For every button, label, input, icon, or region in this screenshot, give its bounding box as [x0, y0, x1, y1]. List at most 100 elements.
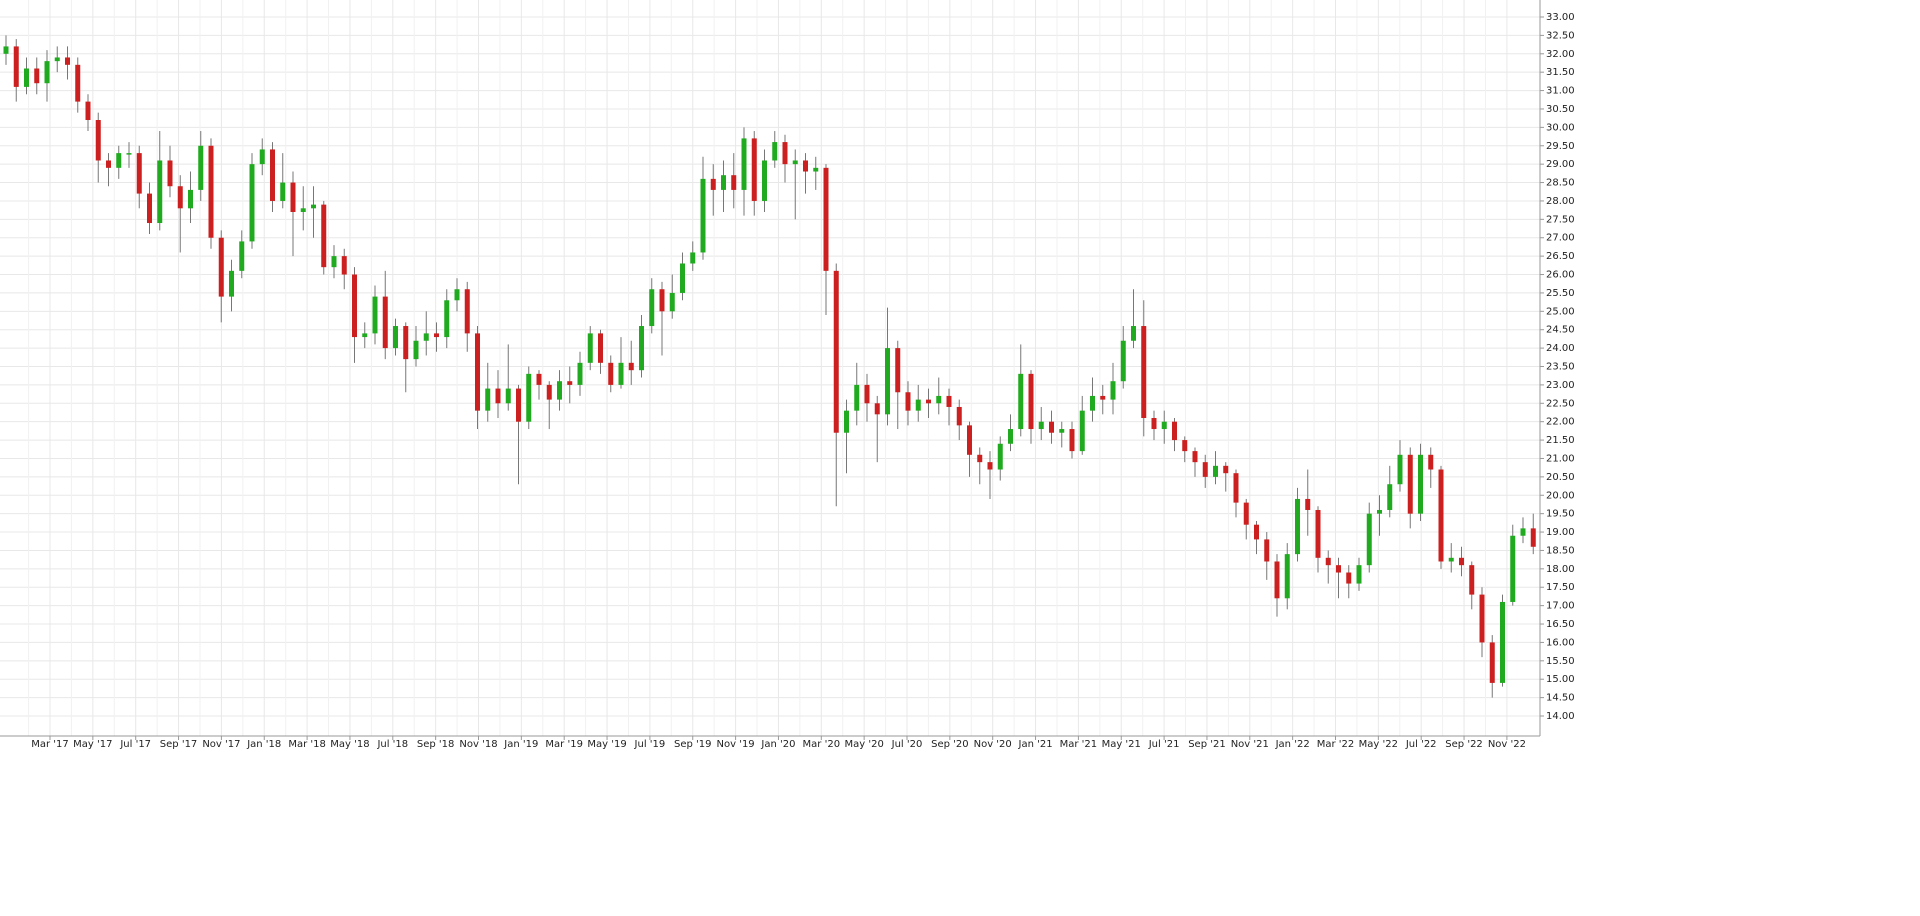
- y-tick-label: 17.50: [1546, 582, 1575, 593]
- candle-body: [321, 204, 327, 268]
- candle-body: [669, 292, 675, 312]
- candle-body: [403, 326, 409, 360]
- candle-body: [229, 270, 234, 297]
- y-tick-label: 30.50: [1546, 104, 1575, 115]
- candle-body: [1418, 454, 1423, 514]
- x-tick-label: May '17: [73, 739, 112, 750]
- y-tick-label: 32.50: [1546, 30, 1575, 41]
- candle-body: [1182, 440, 1188, 452]
- candle-body: [495, 388, 501, 404]
- candle-body: [967, 425, 972, 455]
- x-tick-label: Nov '19: [717, 739, 755, 750]
- candle-body: [157, 160, 163, 224]
- x-tick-label: Mar '18: [288, 739, 326, 750]
- candle-body: [65, 57, 70, 65]
- x-tick-label: Jul '21: [1148, 739, 1180, 750]
- candle-body: [311, 204, 316, 209]
- y-tick-label: 25.00: [1546, 306, 1575, 317]
- candle-body: [1213, 465, 1218, 477]
- y-tick-label: 21.50: [1546, 435, 1575, 446]
- candle-body: [557, 381, 562, 400]
- x-tick-label: Nov '18: [459, 739, 497, 750]
- candle-body: [393, 326, 398, 349]
- candle-body: [516, 388, 521, 422]
- candle-body: [1510, 535, 1516, 602]
- candle-body: [762, 160, 767, 201]
- candle-body: [854, 384, 860, 411]
- y-tick-label: 25.50: [1546, 288, 1575, 299]
- candle-body: [95, 120, 101, 161]
- x-tick-label: Jan '22: [1275, 739, 1310, 750]
- candle-body: [444, 300, 450, 338]
- y-tick-label: 31.50: [1546, 67, 1575, 78]
- y-tick-label: 19.50: [1546, 509, 1575, 520]
- x-tick-label: Sep '22: [1445, 739, 1483, 750]
- candle-body: [1274, 561, 1280, 599]
- candle-body: [341, 256, 347, 275]
- x-tick-label: Jul '19: [634, 739, 666, 750]
- candle-body: [844, 410, 849, 433]
- candle-body: [977, 454, 983, 463]
- candle-body: [434, 333, 439, 338]
- candle-body: [905, 392, 911, 411]
- candle-body: [813, 167, 819, 172]
- x-tick-label: Sep '21: [1188, 739, 1226, 750]
- candle-body: [208, 145, 214, 238]
- candle-body: [239, 241, 245, 271]
- candle-body: [792, 160, 798, 165]
- candle-body: [1161, 421, 1167, 430]
- candle-body: [1530, 528, 1536, 547]
- x-tick-label: Mar '22: [1317, 739, 1355, 750]
- candle-body: [249, 164, 255, 242]
- candle-body: [618, 362, 624, 385]
- candle-body: [34, 68, 40, 84]
- candle-body: [536, 373, 542, 385]
- candle-body: [1069, 429, 1075, 452]
- candle-body: [116, 153, 122, 168]
- candle-body: [782, 142, 788, 165]
- candle-body: [300, 208, 306, 212]
- candle-body: [690, 252, 696, 264]
- candle-body: [485, 388, 491, 411]
- candle-body: [721, 175, 726, 190]
- candle-body: [1438, 469, 1444, 562]
- y-tick-label: 26.00: [1546, 270, 1575, 281]
- candle-body: [188, 189, 193, 209]
- candle-body: [1356, 565, 1362, 584]
- candle-body: [608, 362, 614, 385]
- candle-body: [1428, 454, 1434, 470]
- candle-body: [167, 160, 173, 187]
- candle-body: [505, 388, 511, 404]
- y-tick-label: 26.50: [1546, 251, 1575, 262]
- x-tick-label: Jan '19: [503, 739, 538, 750]
- candle-body: [1008, 429, 1013, 444]
- y-tick-label: 20.00: [1546, 490, 1575, 501]
- candle-body: [639, 326, 644, 371]
- x-tick-label: Jul '20: [891, 739, 923, 750]
- y-tick-label: 22.50: [1546, 398, 1575, 409]
- candle-body: [1090, 395, 1095, 411]
- candle-body: [1284, 554, 1290, 599]
- x-tick-label: Jan '21: [1018, 739, 1053, 750]
- candle-body: [1305, 498, 1311, 510]
- candle-body: [382, 296, 388, 349]
- candle-body: [1192, 451, 1198, 463]
- candle-body: [649, 289, 655, 327]
- y-tick-label: 27.50: [1546, 214, 1575, 225]
- x-tick-label: May '18: [330, 739, 369, 750]
- x-tick-label: Sep '17: [160, 739, 198, 750]
- candle-body: [1049, 421, 1054, 433]
- candle-body: [1387, 484, 1393, 510]
- candle-body: [1100, 395, 1106, 400]
- candle-body: [75, 64, 81, 102]
- y-tick-label: 20.50: [1546, 472, 1575, 483]
- candle-body: [741, 138, 747, 190]
- x-tick-label: Jul '17: [119, 739, 151, 750]
- x-tick-label: Mar '17: [31, 739, 69, 750]
- candle-body: [710, 178, 716, 190]
- x-tick-label: Mar '19: [545, 739, 583, 750]
- candle-body: [895, 348, 901, 393]
- y-tick-label: 15.50: [1546, 656, 1575, 667]
- candle-body: [1120, 340, 1126, 382]
